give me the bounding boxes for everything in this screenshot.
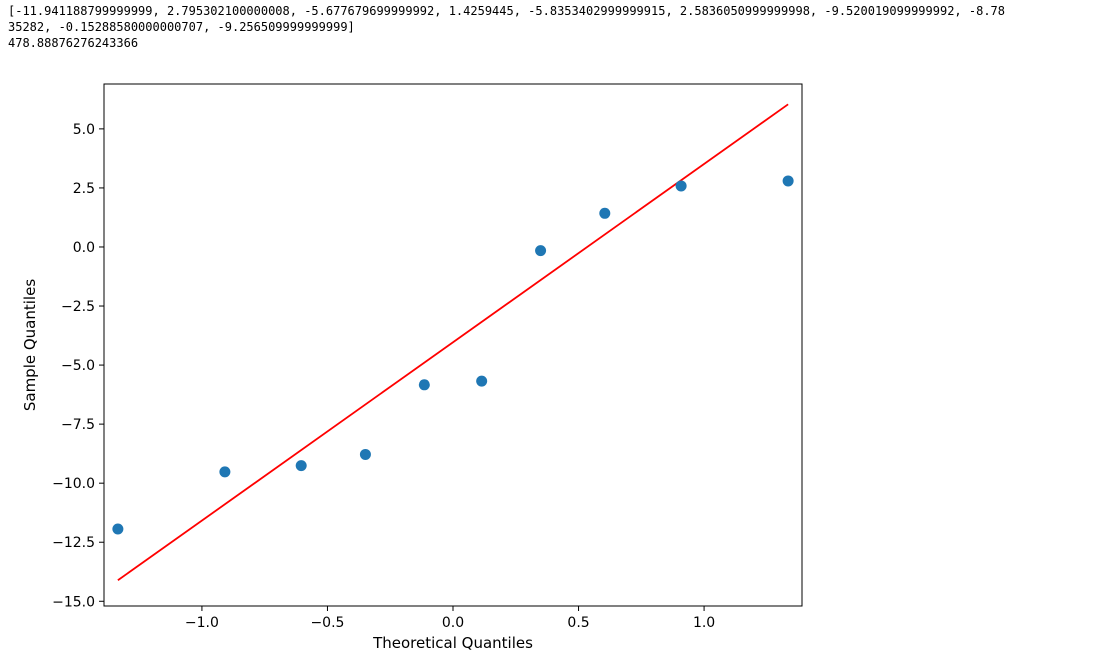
console-line-value: 478.88876276243366 [8, 36, 139, 50]
console-output: [-11.941188799999999, 2.795302100000008,… [8, 3, 1113, 51]
y-tick-label: −7.5 [61, 417, 95, 433]
x-tick-label: 0.5 [567, 615, 589, 631]
x-tick-label: −0.5 [310, 615, 344, 631]
data-point [295, 460, 307, 472]
plot-marks [112, 103, 794, 581]
data-point [476, 375, 488, 387]
y-tick-label: −10.0 [52, 476, 95, 492]
x-axis-ticks: −1.0 −0.5 0.0 0.5 1.0 [185, 606, 715, 631]
data-point [675, 180, 687, 192]
data-point [112, 523, 124, 535]
x-axis-label: Theoretical Quantiles [372, 634, 533, 652]
plot-frame [103, 83, 803, 607]
console-line-list-part2: 35282, -0.15288580000000707, -9.25650999… [8, 20, 355, 34]
x-tick-label: −1.0 [185, 615, 219, 631]
data-point [219, 466, 231, 478]
y-tick-label: −12.5 [52, 535, 95, 551]
data-point [359, 448, 371, 460]
y-axis-ticks: −15.0 −12.5 −10.0 −7.5 −5.0 −2.5 0.0 2.5 5.0 [52, 122, 104, 610]
data-point [599, 207, 611, 219]
data-point [535, 245, 547, 257]
x-tick-label: 1.0 [693, 615, 715, 631]
y-tick-label: 5.0 [73, 122, 95, 138]
data-point [782, 175, 794, 187]
y-tick-label: −5.0 [61, 358, 95, 374]
y-axis-label: Sample Quantiles [21, 279, 39, 411]
y-tick-label: 0.0 [73, 240, 95, 256]
y-tick-label: −2.5 [61, 299, 95, 315]
data-point [418, 379, 430, 391]
console-line-list-part1: [-11.941188799999999, 2.795302100000008,… [8, 4, 1005, 18]
y-tick-label: −15.0 [52, 594, 95, 610]
y-tick-label: 2.5 [73, 181, 95, 197]
reference-line [117, 103, 789, 581]
x-tick-label: 0.0 [442, 615, 464, 631]
